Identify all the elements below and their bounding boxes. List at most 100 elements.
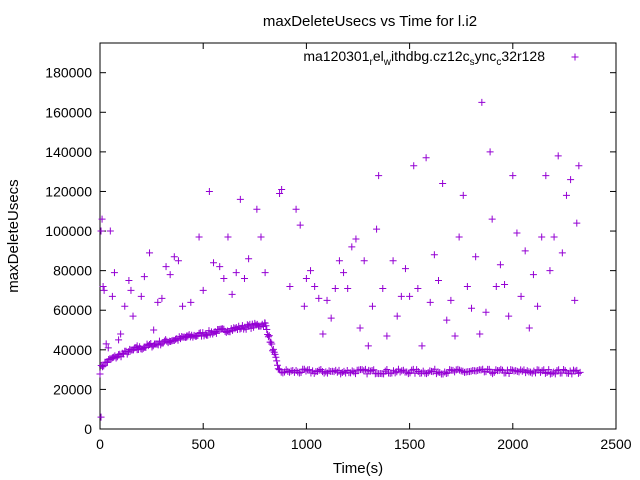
data-point [361,365,369,373]
data-point [426,298,434,306]
data-point [323,296,331,304]
data-point [232,269,240,277]
plot-frame [99,42,617,430]
data-point [399,366,407,374]
data-point [276,189,284,197]
data-point [146,249,154,257]
data-point [257,233,265,241]
data-point [507,366,515,374]
data-point [297,368,305,376]
data-point [294,368,302,376]
data-point [513,229,521,237]
data-point [529,271,537,279]
data-point [127,286,135,294]
data-point [530,367,538,375]
data-point [472,253,480,261]
data-point [307,267,315,275]
data-point [379,284,387,292]
data-point [375,172,383,180]
data-point [240,275,248,283]
data-point [224,233,232,241]
data-point [455,233,463,241]
data-point [292,205,300,213]
data-point [245,255,253,263]
data-series [96,98,584,421]
data-point [348,243,356,251]
y-tick-label: 80000 [53,263,92,279]
data-point [441,368,449,376]
data-point [401,265,409,273]
y-tick-label: 40000 [53,342,92,358]
data-point [273,357,281,365]
data-point [330,368,338,376]
data-point [456,366,464,374]
data-point [269,347,277,355]
data-point [117,330,125,338]
data-point [477,366,485,374]
data-point [496,261,504,269]
data-point [454,365,462,373]
y-tick-label: 60000 [53,302,92,318]
data-point [302,367,310,375]
data-point [459,191,467,199]
data-point [403,368,411,376]
data-point [236,195,244,203]
data-point [265,332,273,340]
legend-text: ma120301r​elw​ithdbg.cz12cs​yncc​32r128 [303,48,545,68]
data-point [162,263,170,271]
data-point [335,257,343,265]
data-point [476,330,484,338]
data-point [268,340,276,348]
data-point [140,273,148,281]
data-point [295,369,303,377]
data-point [97,227,105,235]
data-point [410,162,418,170]
data-point [447,296,455,304]
data-point [408,366,416,374]
data-point [554,152,562,160]
data-point [489,370,497,378]
data-point [300,302,308,310]
data-point [434,277,442,285]
data-point [319,330,327,338]
data-point [551,370,559,378]
data-point [424,369,432,377]
data-point [562,191,570,199]
data-point [576,368,584,376]
data-point [179,302,187,310]
data-point [302,275,310,283]
data-point [406,292,414,300]
data-point [534,302,542,310]
y-tick-label: 180000 [45,65,92,81]
data-point [383,365,391,373]
y-tick-label: 140000 [45,144,92,160]
data-point [279,369,287,377]
data-point [133,342,141,350]
data-point [344,284,352,292]
data-point [315,366,323,374]
data-point [538,233,546,241]
legend: ma120301r​elw​ithdbg.cz12cs​yncc​32r128 [303,48,579,68]
data-point [497,365,505,373]
data-point [389,257,397,265]
x-tick-label: 500 [192,436,216,452]
data-point [446,366,454,374]
data-point [102,340,110,348]
data-point [115,336,123,344]
data-point [505,369,513,377]
data-point [520,366,528,374]
data-point [360,257,368,265]
data-point [106,227,114,235]
data-point [571,296,579,304]
data-point [352,370,360,378]
data-point [463,282,471,290]
y-tick-label: 100000 [45,223,92,239]
data-point [99,282,107,290]
data-point [183,332,191,340]
data-point [263,326,271,334]
data-point [567,176,575,184]
x-tick-label: 2000 [497,436,528,452]
x-tick-label: 0 [96,436,104,452]
data-point [574,369,582,377]
